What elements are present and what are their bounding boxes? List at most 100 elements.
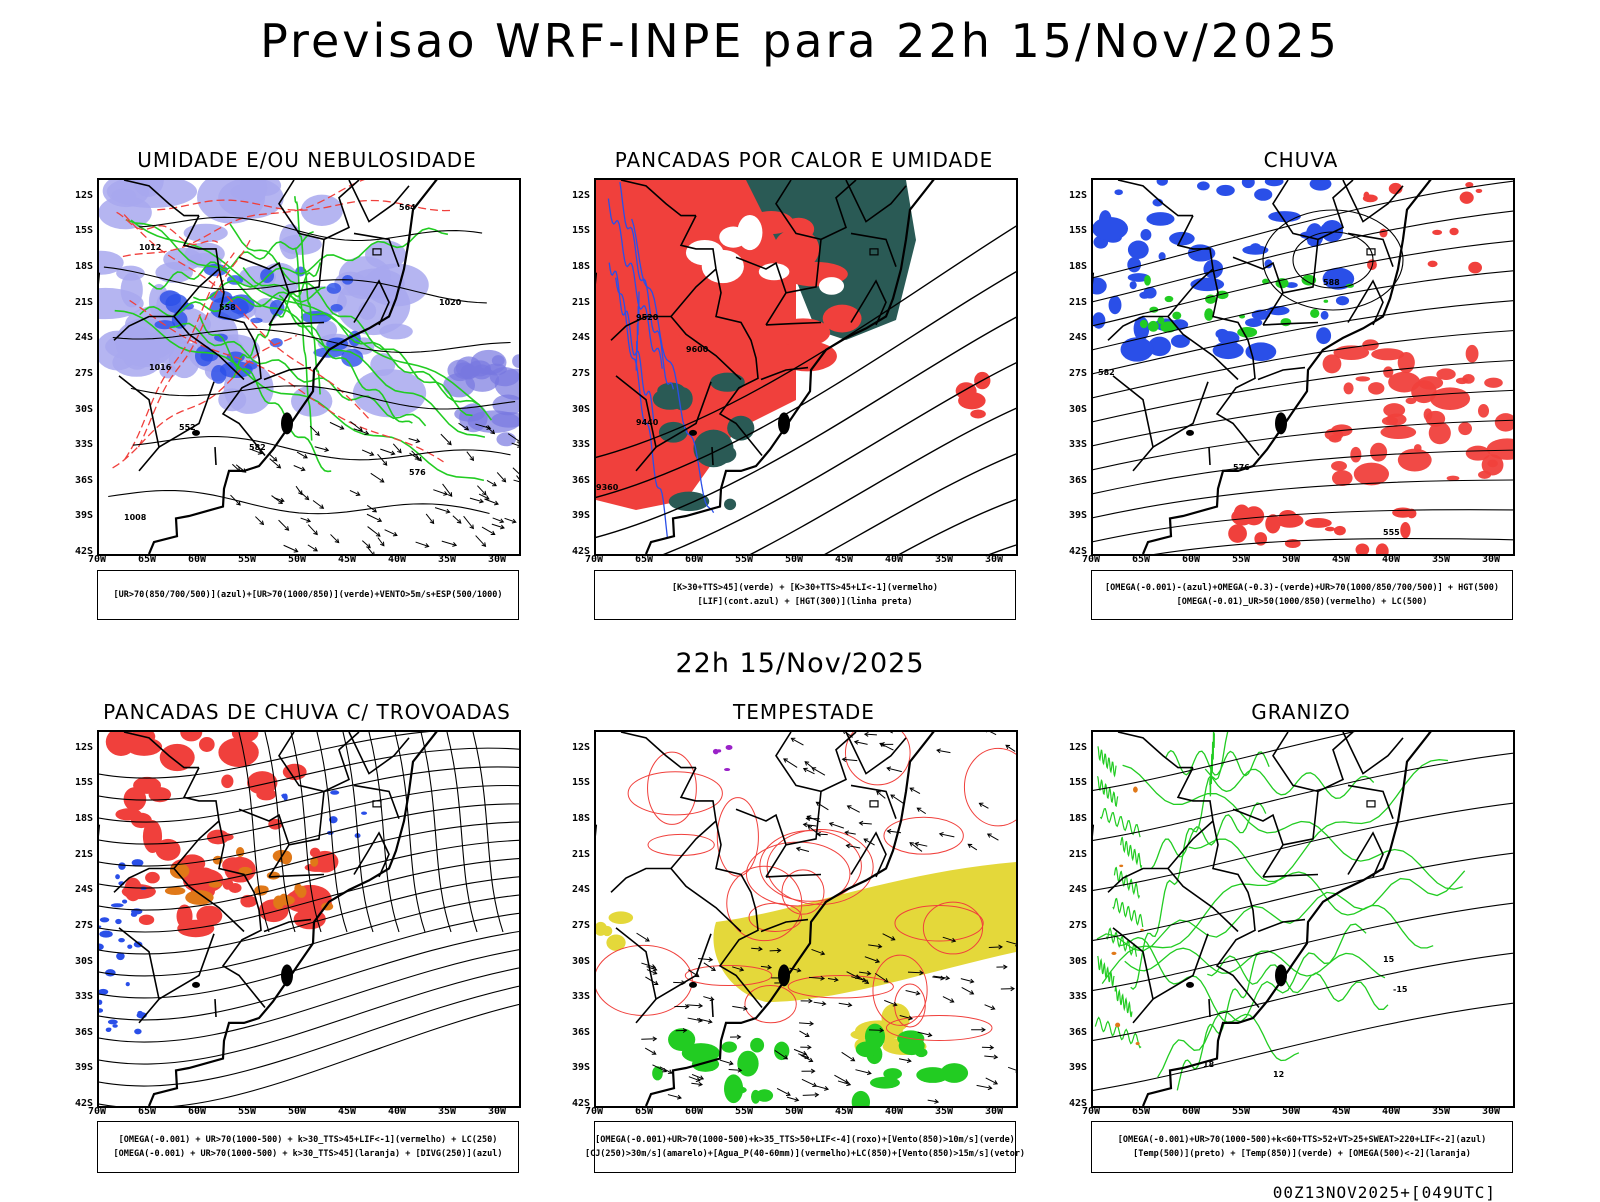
valid-time-title: 22h 15/Nov/2025 (0, 648, 1600, 679)
forecast-map (97, 730, 521, 1108)
longitude-label: 30W (979, 1106, 1009, 1117)
longitude-label: 65W (1126, 554, 1156, 565)
panel-title: PANCADAS POR CALOR E UMIDADE (594, 148, 1014, 172)
latitude-label: 21S (1057, 297, 1087, 308)
longitude-label: 35W (432, 554, 462, 565)
latitude-label: 12S (560, 742, 590, 753)
longitude-label: 50W (779, 1106, 809, 1117)
longitude-label: 30W (979, 554, 1009, 565)
longitude-label: 40W (1376, 1106, 1406, 1117)
longitude-label: 65W (132, 1106, 162, 1117)
latitude-label: 33S (560, 991, 590, 1002)
forecast-map: 1012101610205705765825645585521008 (97, 178, 521, 556)
latitude-label: 27S (560, 368, 590, 379)
longitude-label: 40W (382, 1106, 412, 1117)
latitude-label: 33S (1057, 991, 1087, 1002)
latitude-label: 30S (1057, 404, 1087, 415)
panel-legend: [OMEGA(-0.001)-(azul)+OMEGA(-0.3)-(verde… (1091, 570, 1513, 620)
contour-label: 588 (1323, 278, 1340, 287)
latitude-label: 18S (63, 813, 93, 824)
latitude-label: 21S (1057, 849, 1087, 860)
longitude-label: 60W (182, 1106, 212, 1117)
longitude-label: 55W (232, 1106, 262, 1117)
latitude-label: 18S (560, 813, 590, 824)
longitude-label: 70W (82, 1106, 112, 1117)
legend-line: [OMEGA(-0.001)+UR>70(1000-500)+k<60+TTS>… (1118, 1133, 1486, 1147)
legend-line: [LIF](cont.azul) + [HGT(300)](linha pret… (698, 595, 913, 609)
longitude-label: 50W (282, 1106, 312, 1117)
contour-label: 582 (1098, 368, 1115, 377)
legend-line: [OMEGA(-0.001)-(azul)+OMEGA(-0.3)-(verde… (1105, 581, 1499, 595)
latitude-label: 33S (560, 439, 590, 450)
longitude-label: 40W (382, 554, 412, 565)
latitude-label: 18S (560, 261, 590, 272)
contour-label: 582 (249, 443, 266, 452)
contour-label: 9600 (686, 345, 709, 354)
latitude-label: 36S (63, 1027, 93, 1038)
contour-label: 576 (409, 468, 426, 477)
panel-legend: [UR>70(850/700/500)](azul)+[UR>70(1000/8… (97, 570, 519, 620)
longitude-label: 45W (829, 1106, 859, 1117)
legend-line: [K>30+TTS>45](verde) + [K>30+TTS>45+LI<-… (672, 581, 938, 595)
longitude-label: 55W (232, 554, 262, 565)
latitude-label: 21S (63, 297, 93, 308)
longitude-label: 45W (332, 1106, 362, 1117)
longitude-label: 40W (1376, 554, 1406, 565)
latitude-label: 30S (63, 404, 93, 415)
longitude-label: 60W (1176, 554, 1206, 565)
run-timestamp: 00Z13NOV2025+[049UTC] (1273, 1183, 1496, 1202)
longitude-label: 70W (579, 554, 609, 565)
longitude-label: 35W (929, 1106, 959, 1117)
legend-line: [Temp(500)](preto) + [Temp(850)](verde) … (1133, 1147, 1471, 1161)
latitude-label: 39S (560, 510, 590, 521)
latitude-label: 18S (63, 261, 93, 272)
latitude-label: 24S (560, 884, 590, 895)
longitude-label: 55W (1226, 554, 1256, 565)
longitude-label: 45W (1326, 1106, 1356, 1117)
latitude-label: 24S (63, 332, 93, 343)
latitude-label: 27S (1057, 920, 1087, 931)
longitude-label: 50W (1276, 1106, 1306, 1117)
latitude-label: 21S (63, 849, 93, 860)
panel-title: GRANIZO (1091, 700, 1511, 724)
latitude-label: 12S (560, 190, 590, 201)
longitude-label: 70W (1076, 1106, 1106, 1117)
contour-label: 15 (1383, 955, 1395, 964)
latitude-label: 12S (1057, 190, 1087, 201)
legend-line: [CJ(250)>30m/s](amarelo)+[Agua_P(40-60mm… (585, 1147, 1025, 1161)
latitude-label: 21S (560, 849, 590, 860)
longitude-label: 35W (929, 554, 959, 565)
longitude-label: 65W (132, 554, 162, 565)
latitude-label: 36S (1057, 1027, 1087, 1038)
latitude-label: 12S (63, 190, 93, 201)
longitude-label: 65W (629, 1106, 659, 1117)
latitude-label: 30S (63, 956, 93, 967)
latitude-label: 15S (560, 777, 590, 788)
longitude-label: 30W (1476, 1106, 1506, 1117)
latitude-label: 36S (63, 475, 93, 486)
longitude-label: 50W (779, 554, 809, 565)
longitude-label: 70W (82, 554, 112, 565)
main-title: Previsao WRF-INPE para 22h 15/Nov/2025 (0, 14, 1600, 68)
latitude-label: 18S (1057, 261, 1087, 272)
longitude-label: 55W (729, 554, 759, 565)
latitude-label: 39S (1057, 510, 1087, 521)
latitude-label: 15S (63, 225, 93, 236)
contour-label: 9440 (636, 418, 659, 427)
contour-label: 12 (1273, 1070, 1284, 1079)
longitude-label: 30W (482, 554, 512, 565)
longitude-label: 65W (1126, 1106, 1156, 1117)
contour-label: 1008 (124, 513, 147, 522)
latitude-label: 27S (63, 368, 93, 379)
longitude-label: 55W (729, 1106, 759, 1117)
legend-line: [OMEGA(-0.001) + UR>70(1000-500) + k>30_… (119, 1133, 498, 1147)
longitude-label: 40W (879, 554, 909, 565)
contour-label: 1012 (139, 243, 161, 252)
longitude-label: 30W (482, 1106, 512, 1117)
latitude-label: 12S (63, 742, 93, 753)
latitude-label: 39S (560, 1062, 590, 1073)
longitude-label: 60W (679, 554, 709, 565)
contour-label: 9520 (636, 313, 659, 322)
latitude-label: 39S (63, 510, 93, 521)
